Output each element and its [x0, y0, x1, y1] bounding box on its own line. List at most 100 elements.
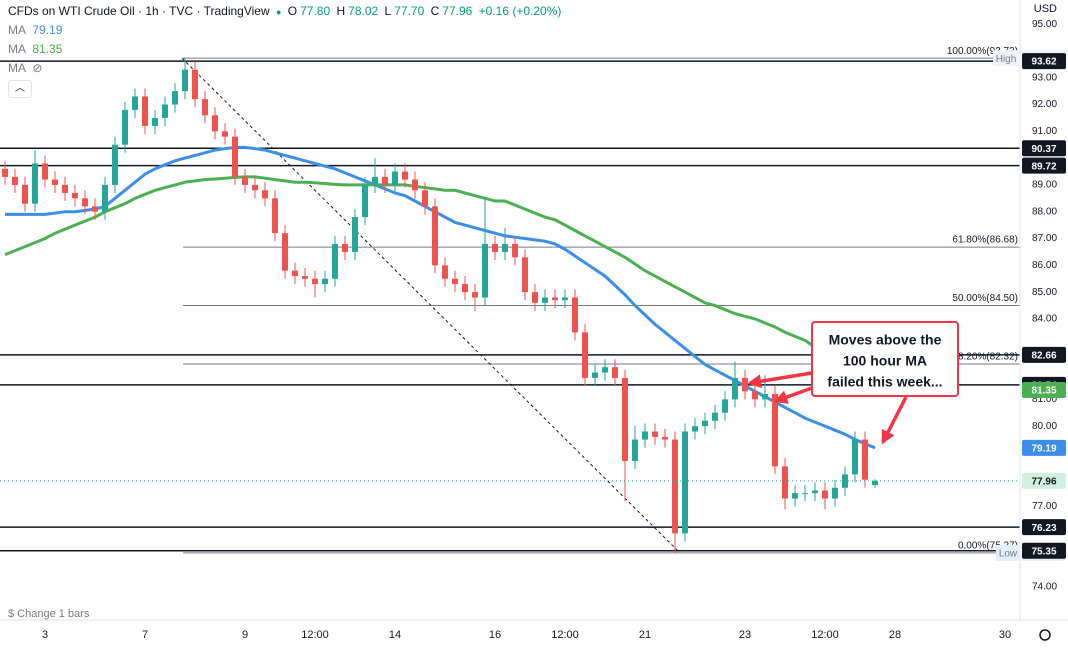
candle-body	[122, 109, 128, 145]
x-tick-label: 30	[999, 629, 1011, 641]
candle-body	[102, 184, 108, 212]
price-badge	[1022, 157, 1066, 174]
ma-name: MA	[8, 23, 26, 37]
o-value: 77.80	[300, 4, 331, 18]
candle-body	[672, 439, 678, 534]
h-value: 78.02	[348, 4, 379, 18]
candle-body	[412, 179, 418, 191]
candle-body	[652, 431, 658, 437]
candle-body	[432, 206, 438, 266]
candle-body	[582, 332, 588, 378]
candle-body	[632, 439, 638, 461]
candle-body	[872, 480, 878, 486]
candle-body	[502, 243, 508, 252]
fib-label: 61.80%(86.68)	[952, 235, 1018, 246]
x-tick-label: 14	[389, 629, 401, 641]
settings-button[interactable]	[1039, 629, 1051, 641]
y-tick-label: 92.00	[1032, 99, 1057, 110]
candle-body	[372, 176, 378, 185]
x-tick-label: 12:00	[301, 629, 329, 641]
annotation-arrow	[881, 396, 908, 445]
y-tick-label: 77.00	[1032, 501, 1057, 512]
ma-legend[interactable]: MA 81.35	[8, 42, 65, 56]
candle-body	[242, 176, 248, 185]
candle-body	[162, 104, 168, 118]
candle-body	[402, 171, 408, 180]
y-tick-label: 80.00	[1032, 421, 1057, 432]
candle-body	[782, 466, 788, 499]
fib-label: 50.00%(84.50)	[952, 293, 1018, 304]
c-value: 77.96	[442, 4, 473, 18]
h-label: H	[336, 4, 346, 18]
candle-body	[662, 436, 668, 440]
candle-body	[862, 439, 868, 480]
candle-body	[612, 367, 618, 378]
candle-body	[42, 163, 48, 180]
candle-body	[82, 198, 88, 207]
candle-body	[712, 412, 718, 421]
candle-body	[12, 176, 18, 185]
y-tick-label: 81.00	[1032, 394, 1057, 405]
price-badge-label: 81.35	[1031, 386, 1056, 397]
currency[interactable]: USD	[1034, 3, 1060, 15]
high-tag	[993, 50, 1020, 67]
candle-body	[442, 265, 448, 279]
candle-body	[362, 184, 368, 218]
candle-body	[812, 490, 818, 494]
x-tick-label: 16	[489, 629, 501, 641]
candle-body	[342, 243, 348, 252]
price-badge-label: 75.35	[1031, 546, 1056, 557]
ma-legend[interactable]: MA 79.19	[8, 23, 65, 37]
y-tick-label: 91.00	[1032, 126, 1057, 137]
x-tick-label: 7	[142, 629, 148, 641]
annotation-box	[811, 321, 959, 397]
candle-body	[312, 278, 318, 285]
o-label: O	[287, 4, 298, 18]
candle-body	[792, 493, 798, 499]
y-tick-label: 86.00	[1032, 260, 1057, 271]
change: +0.16 (+0.20%)	[478, 4, 562, 18]
candle-body	[742, 377, 748, 392]
candle-body	[832, 487, 838, 499]
y-tick-label: 93.00	[1032, 72, 1057, 83]
candle-body	[552, 297, 558, 301]
price-badge-label: 77.96	[1031, 476, 1056, 487]
x-tick-label: 21	[639, 629, 651, 641]
annotation-arrow	[747, 371, 813, 389]
candle-body	[92, 206, 98, 212]
x-tick-label: 23	[739, 629, 751, 641]
time-axis	[0, 620, 1068, 652]
candle-body	[462, 284, 468, 293]
candle-body	[852, 439, 858, 475]
candle-body	[382, 176, 388, 185]
candle-body	[562, 297, 568, 301]
y-tick-label: 84.00	[1032, 314, 1057, 325]
y-tick-label: 85.00	[1032, 287, 1057, 298]
footer-text: $ Change 1 bars	[8, 608, 90, 620]
footer: $ Change 1 bars	[8, 608, 92, 620]
candle-body	[212, 115, 218, 132]
hidden-indicator[interactable]: MA ⊘	[8, 61, 45, 75]
y-tick-label: 88.00	[1032, 206, 1057, 217]
candle-body	[302, 276, 308, 279]
candle-body	[732, 377, 738, 400]
collapse-button[interactable]: ︿	[8, 80, 32, 98]
candle-body	[232, 136, 238, 177]
x-tick-label: 12:00	[811, 629, 839, 641]
candle-body	[292, 270, 298, 277]
candle-body	[2, 168, 8, 177]
price-badge-label: 76.23	[1031, 523, 1056, 534]
candle-body	[702, 420, 708, 427]
price-badge	[1022, 53, 1066, 70]
x-tick-label: 28	[889, 629, 901, 641]
price-badge	[1022, 472, 1066, 489]
ma-value: 79.19	[32, 23, 63, 37]
candle-body	[722, 399, 728, 413]
price-badge-label: 79.19	[1031, 443, 1056, 454]
eye-off-icon[interactable]: ⊘	[32, 61, 43, 75]
price-badge	[1022, 542, 1066, 559]
candle-body	[182, 69, 188, 92]
candle-body	[542, 297, 548, 303]
price-badge	[1022, 519, 1066, 536]
